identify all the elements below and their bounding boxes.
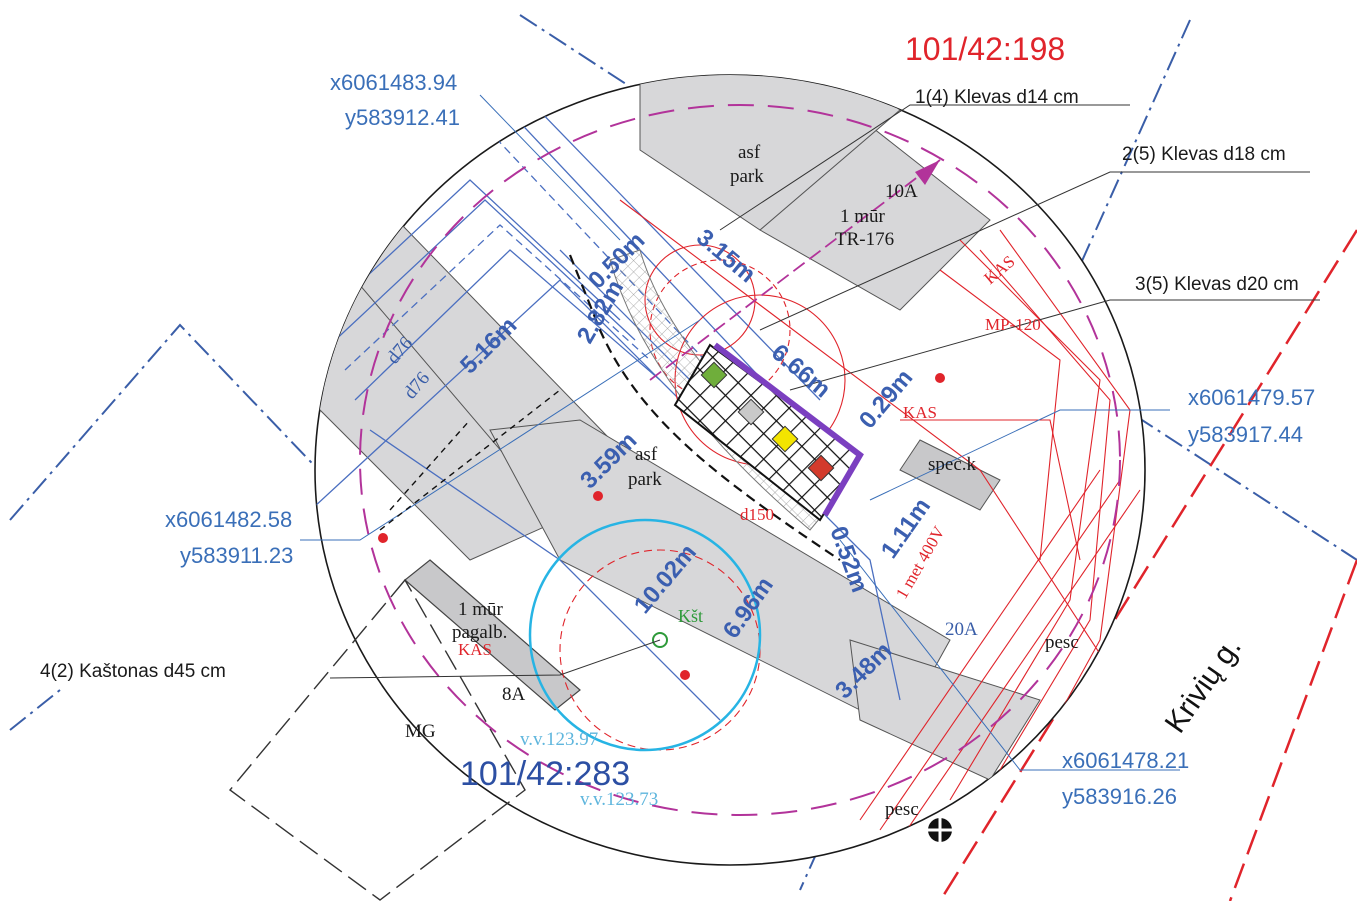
pipe-d150-label: d150: [740, 505, 774, 524]
tree-marker-1: [700, 361, 728, 389]
tree-label-1: 1(4) Klevas d14 cm: [915, 87, 1079, 108]
coord-4-y: y583916.26: [1062, 784, 1177, 809]
building-8a-sub2: pagalb.: [452, 622, 507, 643]
chestnut-tree-symbol: [652, 632, 668, 648]
elevation-label-1: v.v.123.97: [520, 729, 598, 750]
pesc-label-1: pesc: [1045, 632, 1079, 653]
protection-ring: [359, 104, 1121, 816]
mg-label: MG: [405, 721, 436, 742]
kas-label-2: KAS: [458, 640, 492, 659]
mp-label: MP-120: [985, 315, 1041, 334]
parking-north-1: asf: [738, 142, 761, 163]
building-20a-label: 20A: [945, 619, 978, 640]
tree-marker-4: [807, 454, 835, 482]
tree-zone: [609, 249, 864, 531]
parking-center-1: asf: [635, 444, 658, 465]
red-utility-lines: [559, 199, 1141, 841]
building-spec: [899, 439, 1001, 511]
coord-4-x: x6061478.21: [1062, 748, 1189, 773]
black-dashed-lines: [379, 389, 561, 531]
pesc-label-2: pesc: [885, 799, 919, 820]
transformer-label: TR-176: [835, 229, 894, 250]
building-10a-label: 10A: [885, 181, 918, 202]
chestnut-crown: [528, 518, 762, 752]
building-10a-sub: 1 mūr: [840, 206, 886, 227]
building-8a-sub: 1 mūr: [458, 599, 504, 620]
coord-3-x: x6061482.58: [165, 507, 292, 532]
coord-1-x: x6061483.94: [330, 70, 457, 95]
parcel-label-north: 101/42:198: [905, 31, 1065, 67]
tree-marker-2: [737, 398, 765, 426]
dashed-path: [568, 254, 841, 561]
tree-marker-3: [771, 425, 799, 453]
coord-3-y: y583911.23: [180, 543, 293, 568]
parking-center-2: park: [628, 469, 662, 490]
coord-2-y: y583917.44: [1188, 422, 1303, 447]
building-8a-label: 8A: [502, 684, 526, 705]
purple-axis: [649, 159, 941, 381]
parking-north-2: park: [730, 166, 764, 187]
kas-label-1: KAS: [903, 403, 937, 422]
vegetation-label: Kšt: [678, 606, 703, 626]
building-west-block: [315, 249, 561, 561]
tree-markers: [378, 361, 945, 680]
spec-label: spec.k: [928, 454, 977, 475]
buildings: [315, 75, 1041, 781]
coord-2-x: x6061479.57: [1188, 385, 1315, 410]
parcel-label-south: 101/42:283: [460, 755, 630, 793]
coord-1-y: y583912.41: [345, 105, 460, 130]
building-north: [639, 75, 901, 231]
tree-label-2: 2(5) Klevas d18 cm: [1122, 144, 1286, 165]
pedestrian-symbol: [928, 818, 952, 842]
tree-label-3: 3(5) Klevas d20 cm: [1135, 274, 1299, 295]
street-name: Krivių g.: [1159, 631, 1248, 739]
elevation-label-2: v.v.123.73: [580, 789, 658, 810]
tree-label-4: 4(2) Kaštonas d45 cm: [40, 661, 226, 682]
leader-lines: [300, 94, 1320, 771]
